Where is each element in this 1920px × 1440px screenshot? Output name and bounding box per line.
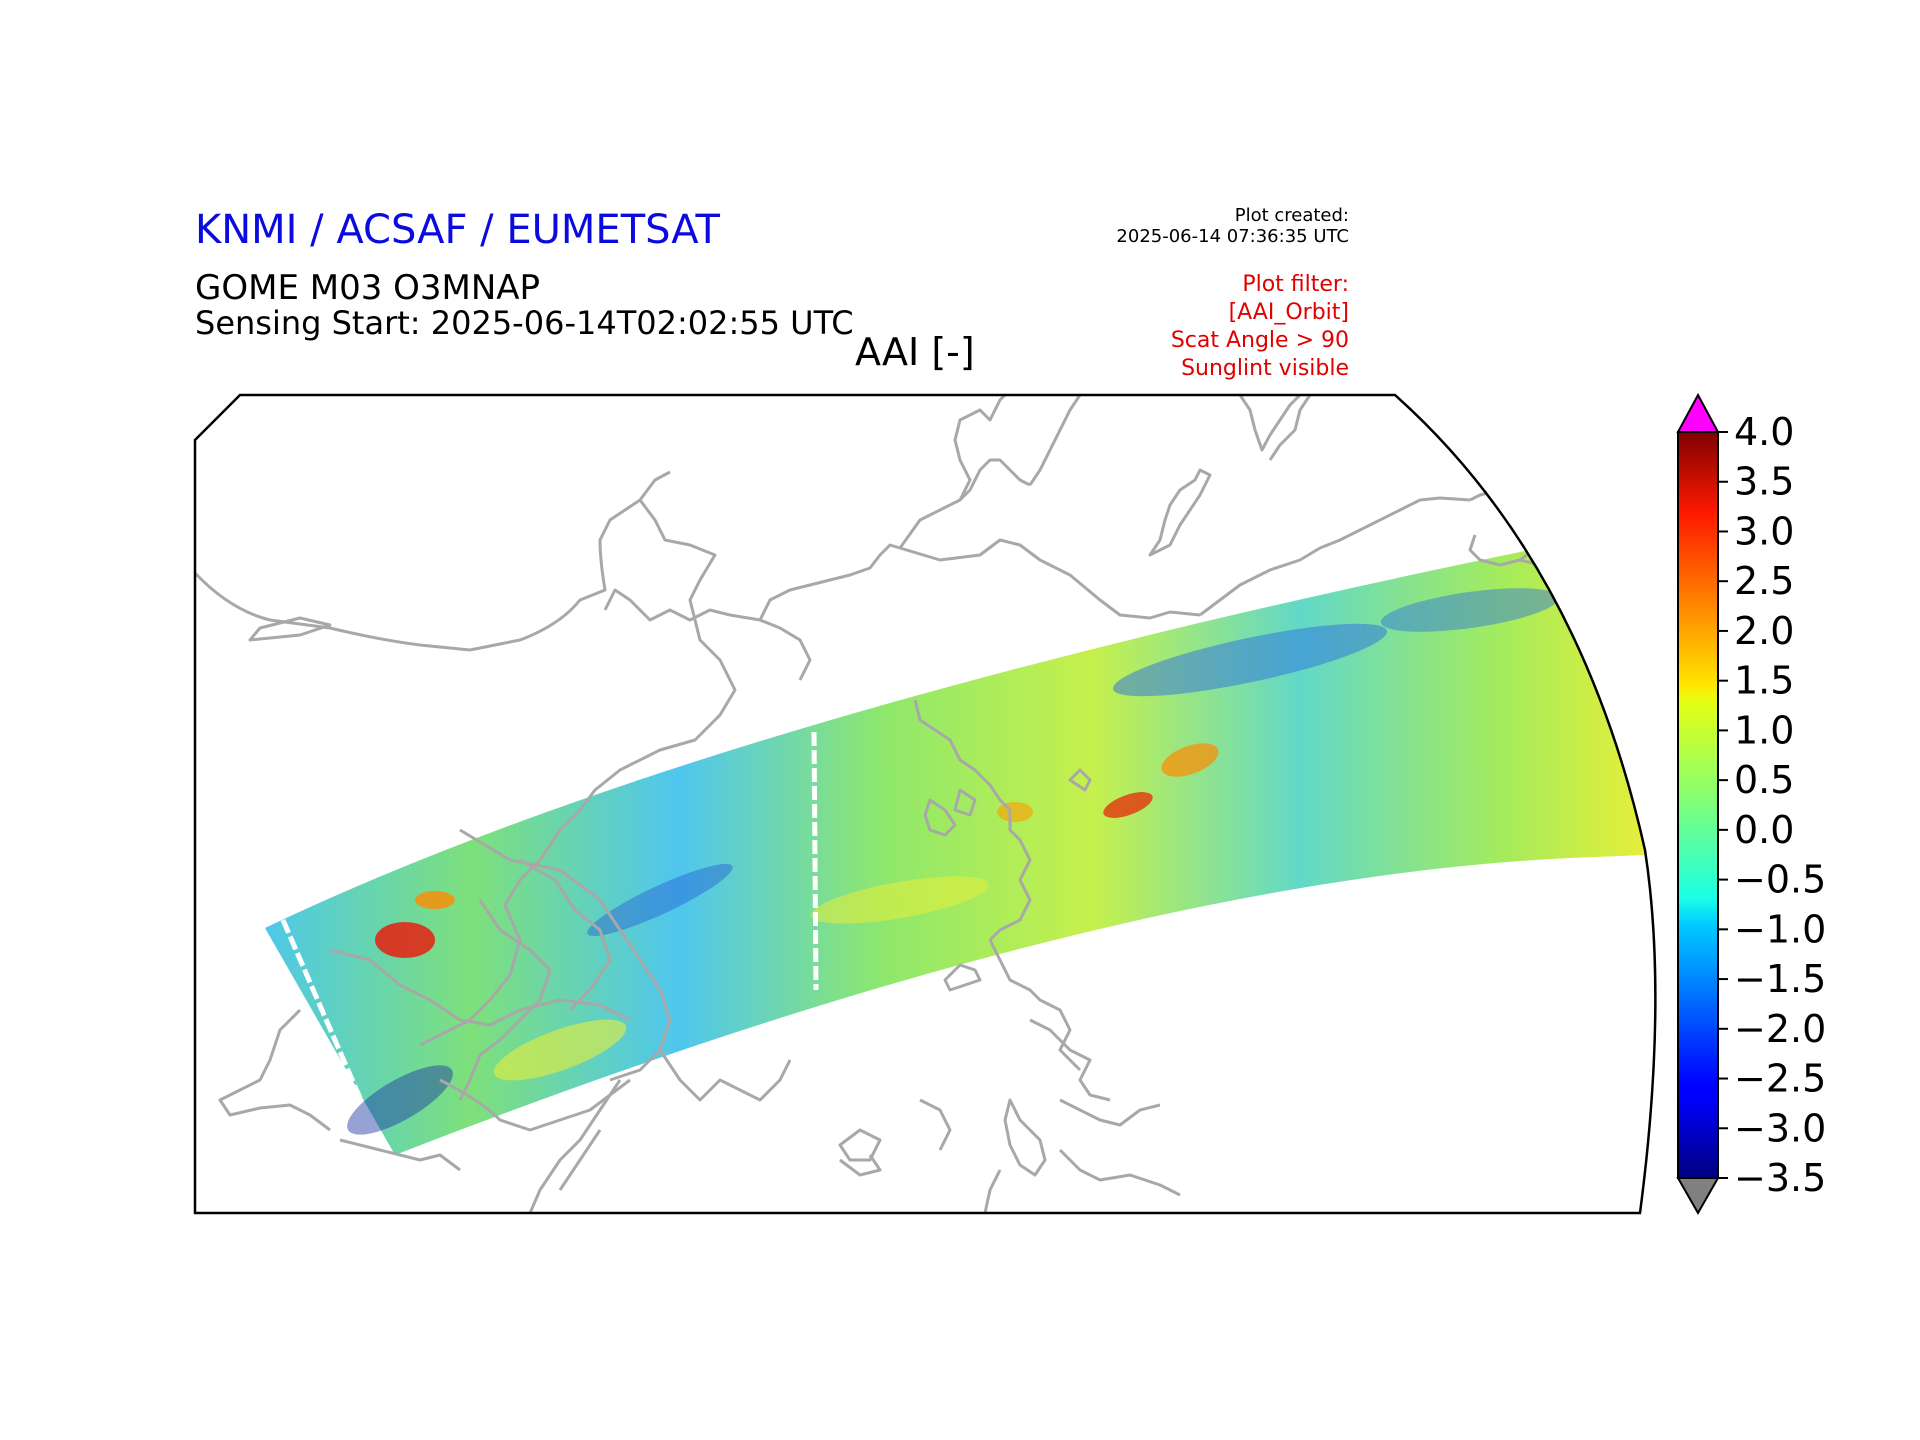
colorbar-ticks: 4.0 3.5 3.0 2.5 2.0 1.5 1.0 0.5 0.0 −0.5 −1.0 −1.5 −… bbox=[1718, 410, 1826, 1200]
coastline bbox=[983, 1169, 1002, 1213]
coastline bbox=[1068, 768, 1092, 792]
coastlines bbox=[195, 395, 1592, 1213]
colorbar-tick-label: 2.5 bbox=[1734, 559, 1794, 603]
map-title: AAI [-] bbox=[855, 330, 975, 374]
swath-data-gap bbox=[280, 919, 363, 1099]
low-aai-region bbox=[1380, 588, 1560, 632]
colorbar-tick-label: −0.5 bbox=[1734, 858, 1826, 902]
colorbar-tick-label: −2.0 bbox=[1734, 1007, 1826, 1051]
low-aai-region bbox=[587, 863, 733, 937]
coastline bbox=[943, 963, 982, 992]
colorbar-tick-label: 1.5 bbox=[1734, 659, 1794, 703]
coastline bbox=[459, 828, 672, 1082]
coastline bbox=[913, 699, 1032, 942]
coastline bbox=[1199, 496, 1471, 617]
low-aai-region bbox=[1112, 623, 1388, 697]
map-boundary bbox=[193, 393, 1657, 1215]
coastline bbox=[248, 616, 332, 642]
plot-created-label: Plot created: bbox=[1234, 205, 1349, 226]
organization-title: KNMI / ACSAF / EUMETSAT bbox=[195, 207, 720, 253]
coastline bbox=[839, 1154, 882, 1177]
coastline bbox=[919, 1098, 952, 1151]
coastline bbox=[218, 1008, 331, 1132]
coastline bbox=[419, 904, 522, 1047]
coastline bbox=[1029, 1018, 1111, 1102]
map-area bbox=[195, 395, 1645, 1213]
colorbar-tick-label: 0.0 bbox=[1734, 808, 1794, 852]
coastline bbox=[1059, 1098, 1161, 1127]
satellite-swath bbox=[265, 550, 1645, 1155]
colorbar-tick-label: 3.0 bbox=[1734, 509, 1794, 553]
coastline bbox=[838, 1128, 882, 1162]
colorbar-under-extend bbox=[1676, 1177, 1720, 1216]
colorbar-tick-label: −1.5 bbox=[1734, 957, 1826, 1001]
colorbar-tick-label: −3.0 bbox=[1734, 1106, 1826, 1150]
anomaly-hotspot bbox=[375, 922, 435, 958]
colorbar-tick-label: 4.0 bbox=[1734, 410, 1794, 454]
colorbar-over-extend bbox=[1676, 392, 1720, 433]
colorbar-tick-label: 3.5 bbox=[1734, 460, 1794, 504]
low-aai-region bbox=[347, 1065, 453, 1135]
anomaly-hotspot bbox=[415, 891, 455, 909]
anomaly-hotspot bbox=[1161, 743, 1219, 777]
plot-filter-line: Plot filter: bbox=[1242, 272, 1349, 297]
product-name: GOME M03 O3MNAP bbox=[195, 268, 541, 308]
coastline bbox=[1519, 533, 1572, 562]
coastline bbox=[503, 499, 737, 906]
coastline bbox=[458, 899, 552, 1101]
coastline bbox=[439, 1078, 631, 1132]
coastline bbox=[923, 798, 957, 837]
colorbar-tick-label: −1.0 bbox=[1734, 907, 1826, 951]
coastline bbox=[558, 1129, 602, 1191]
coastline bbox=[758, 543, 901, 621]
sensing-start: Sensing Start: 2025-06-14T02:02:55 UTC bbox=[195, 304, 854, 342]
coastline bbox=[528, 1079, 622, 1213]
coastline bbox=[899, 538, 1201, 620]
coastline bbox=[329, 948, 631, 1027]
coastline bbox=[1003, 1098, 1047, 1177]
plot-filter-line: Scat Angle > 90 bbox=[1170, 328, 1349, 353]
coastline bbox=[1028, 395, 1082, 486]
plot-filter-line: Sunglint visible bbox=[1181, 356, 1349, 381]
plot-filter-line: [AAI_Orbit] bbox=[1228, 300, 1349, 325]
coastline bbox=[953, 395, 1061, 501]
anomaly-hotspot bbox=[997, 802, 1033, 822]
coastline bbox=[603, 588, 812, 681]
colorbar-tick-label: −3.5 bbox=[1734, 1156, 1826, 1200]
plot-created-timestamp: 2025-06-14 07:36:35 UTC bbox=[1116, 226, 1349, 247]
yellow-aai-region bbox=[811, 876, 989, 924]
coastline bbox=[953, 788, 977, 817]
colorbar-tick-label: −2.5 bbox=[1734, 1057, 1826, 1101]
colorbar-tick-label: 0.5 bbox=[1734, 758, 1794, 802]
coastline bbox=[1238, 395, 1302, 452]
coastline bbox=[519, 858, 612, 1012]
colorbar-tick-label: 2.0 bbox=[1734, 609, 1794, 653]
colorbar: 4.0 3.5 3.0 2.5 2.0 1.5 1.0 0.5 0.0 −0.5 −1.0 −1.5 −… bbox=[1676, 392, 1826, 1216]
anomaly-hotspot bbox=[1103, 792, 1153, 818]
swath-data-gap bbox=[811, 731, 819, 991]
coastline bbox=[988, 939, 1082, 1072]
coastline bbox=[339, 1138, 461, 1172]
colorbar-tick-label: 1.0 bbox=[1734, 708, 1794, 752]
coastline bbox=[1268, 395, 1312, 461]
coastline bbox=[658, 1049, 792, 1102]
coastline bbox=[195, 470, 671, 652]
coastline bbox=[898, 458, 1031, 549]
yellow-aai-region bbox=[493, 1019, 627, 1081]
coastline bbox=[1148, 468, 1212, 557]
coastline bbox=[1058, 1148, 1181, 1197]
colorbar-gradient bbox=[1677, 431, 1719, 1179]
